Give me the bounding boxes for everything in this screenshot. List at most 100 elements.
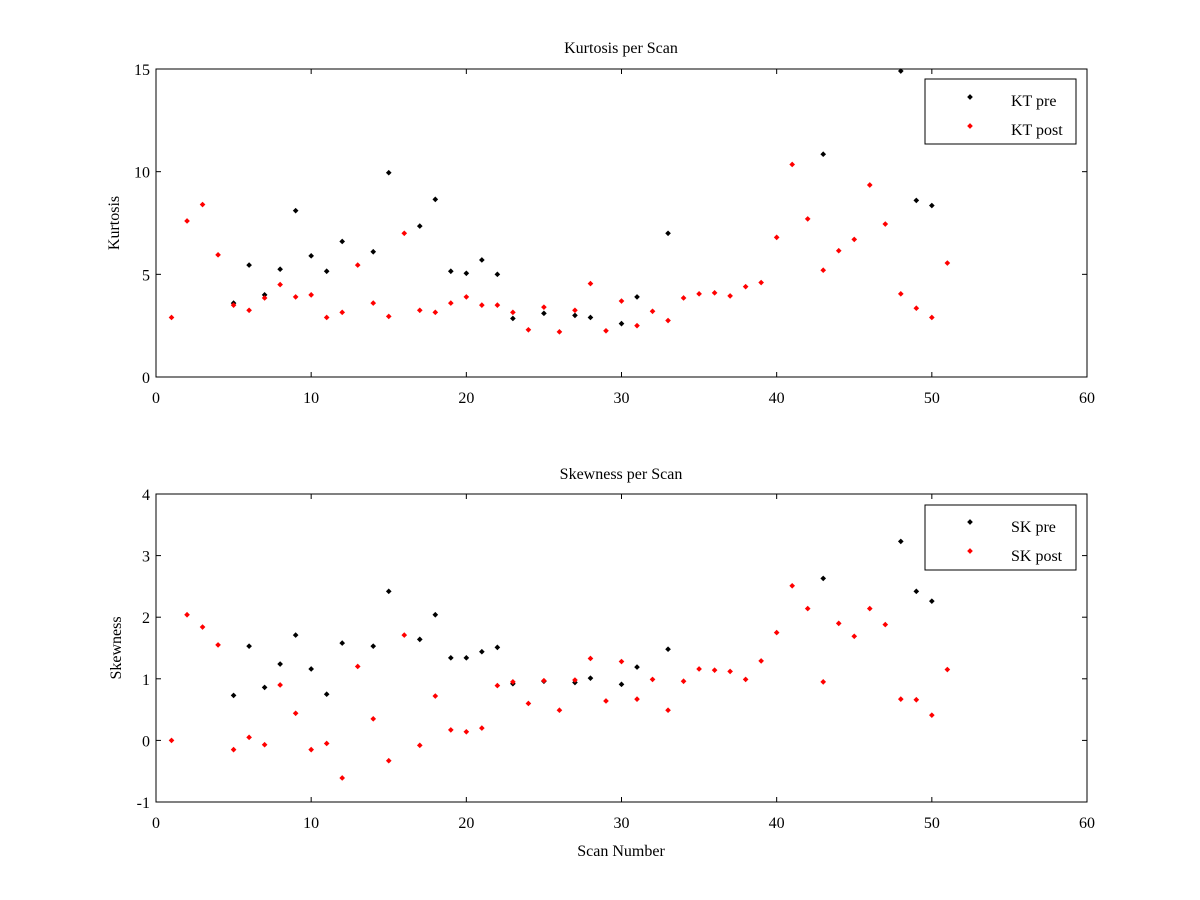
kt-post-point xyxy=(308,292,314,298)
kt-post-point xyxy=(913,305,920,312)
skewness-y-tick-label: -1 xyxy=(137,795,150,812)
kurtosis-panel: Kurtosis per Scan Kurtosis 0 10 20 30 40 50 60… xyxy=(106,40,1095,407)
kt-post-point xyxy=(929,314,935,321)
kt-pre-point xyxy=(463,270,470,277)
kt-post-point xyxy=(447,300,454,306)
kurtosis-x-tick-label: 20 xyxy=(458,390,474,407)
sk-post-point xyxy=(277,682,283,688)
kt-post-point xyxy=(944,260,951,266)
sk-pre-point xyxy=(370,643,377,649)
sk-post-point xyxy=(665,707,671,714)
sk-post-point xyxy=(385,757,392,764)
sk-post-point xyxy=(727,668,733,675)
kt-post-point xyxy=(199,201,206,208)
kt-pre-point xyxy=(479,257,485,263)
kt-post-point xyxy=(680,295,687,301)
kt-pre-point xyxy=(323,268,330,275)
sk-post-point xyxy=(634,696,640,702)
kt-post-point xyxy=(587,280,594,287)
kt-post-point xyxy=(572,307,578,314)
kt-post-point xyxy=(696,291,702,297)
sk-post-point xyxy=(897,696,904,702)
kt-post-point xyxy=(463,294,470,300)
kt-pre-point xyxy=(385,169,392,176)
kurtosis-x-tick-label: 60 xyxy=(1079,390,1095,407)
sk-post-point xyxy=(479,725,485,731)
kt-post-point xyxy=(525,326,532,333)
sk-post-point xyxy=(711,667,718,674)
kt-post-point xyxy=(804,216,811,222)
sk-pre-point xyxy=(308,666,314,672)
kt-pre-point xyxy=(665,230,671,237)
kurtosis-points xyxy=(168,68,951,335)
kt-pre-point xyxy=(541,310,547,317)
sk-post-point xyxy=(246,734,252,741)
kt-post-point xyxy=(618,298,625,304)
kt-pre-point xyxy=(572,312,578,319)
kt-post-point xyxy=(246,307,252,314)
kt-post-point xyxy=(370,300,377,306)
skewness-x-tick-label: 30 xyxy=(614,815,630,832)
sk-post-point xyxy=(370,716,377,722)
kurtosis-y-tick-label: 15 xyxy=(134,62,150,79)
sk-post-point xyxy=(184,611,190,618)
kt-post-point xyxy=(168,314,175,321)
kt-pre-point xyxy=(370,248,377,255)
kt-post-point xyxy=(494,302,501,308)
sk-post-point xyxy=(261,741,268,748)
kt-post-point xyxy=(851,236,858,243)
sk-post-point xyxy=(230,746,237,753)
skewness-title: Skewness per Scan xyxy=(560,466,683,483)
sk-post-point xyxy=(804,605,811,612)
sk-pre-point xyxy=(323,691,330,698)
kt-post-point xyxy=(789,161,796,168)
sk-pre-point xyxy=(665,646,671,653)
sk-post-point xyxy=(913,696,920,703)
sk-post-point xyxy=(866,605,873,612)
kt-pre-point xyxy=(416,223,423,229)
sk-post-point xyxy=(199,624,206,630)
skewness-x-tick-label: 40 xyxy=(769,815,785,832)
sk-pre-point xyxy=(479,648,485,655)
sk-post-point xyxy=(168,737,175,744)
kt-pre-point xyxy=(913,197,920,204)
skewness-x-tick-label: 20 xyxy=(458,815,474,832)
sk-post-point xyxy=(292,710,299,717)
kt-pre-point xyxy=(277,266,283,273)
kt-post-point xyxy=(866,182,873,188)
sk-pre-point xyxy=(494,644,501,651)
kt-post-point xyxy=(727,293,733,299)
kt-pre-legend-marker xyxy=(967,94,973,100)
sk-pre-point xyxy=(292,632,299,638)
sk-pre-point xyxy=(587,675,594,682)
sk-post-point xyxy=(323,740,330,747)
kurtosis-y-tick-label: 10 xyxy=(134,165,150,182)
skewness-legend: SK pre SK post xyxy=(924,504,1077,571)
kt-post-point xyxy=(649,308,656,315)
sk-post-point xyxy=(649,676,656,683)
sk-post-point xyxy=(929,712,935,718)
kt-post-point xyxy=(603,327,609,334)
sk-pre-point xyxy=(447,655,454,661)
kurtosis-x-tick-label: 0 xyxy=(152,390,160,407)
sk-post-point xyxy=(758,658,764,664)
kurtosis-legend: KT pre KT post xyxy=(924,78,1077,145)
sk-post-point xyxy=(215,642,221,648)
sk-post-point xyxy=(494,682,501,689)
sk-pre-legend-marker xyxy=(967,519,973,525)
kt-pre-point xyxy=(820,151,827,158)
kt-pre-point xyxy=(339,238,346,245)
kt-post-point xyxy=(385,313,392,320)
kurtosis-y-tick-label: 5 xyxy=(142,267,150,284)
kt-post-point xyxy=(758,279,764,286)
kurtosis-title: Kurtosis per Scan xyxy=(564,40,678,57)
kt-pre-legend-label: KT pre xyxy=(1011,93,1056,110)
kt-pre-point xyxy=(432,196,439,203)
kt-post-point xyxy=(665,317,671,324)
kurtosis-x-tick-label: 10 xyxy=(303,390,319,407)
kt-post-point xyxy=(773,234,780,241)
skewness-y-tick-label: 4 xyxy=(142,487,150,504)
kt-post-point xyxy=(882,221,889,227)
